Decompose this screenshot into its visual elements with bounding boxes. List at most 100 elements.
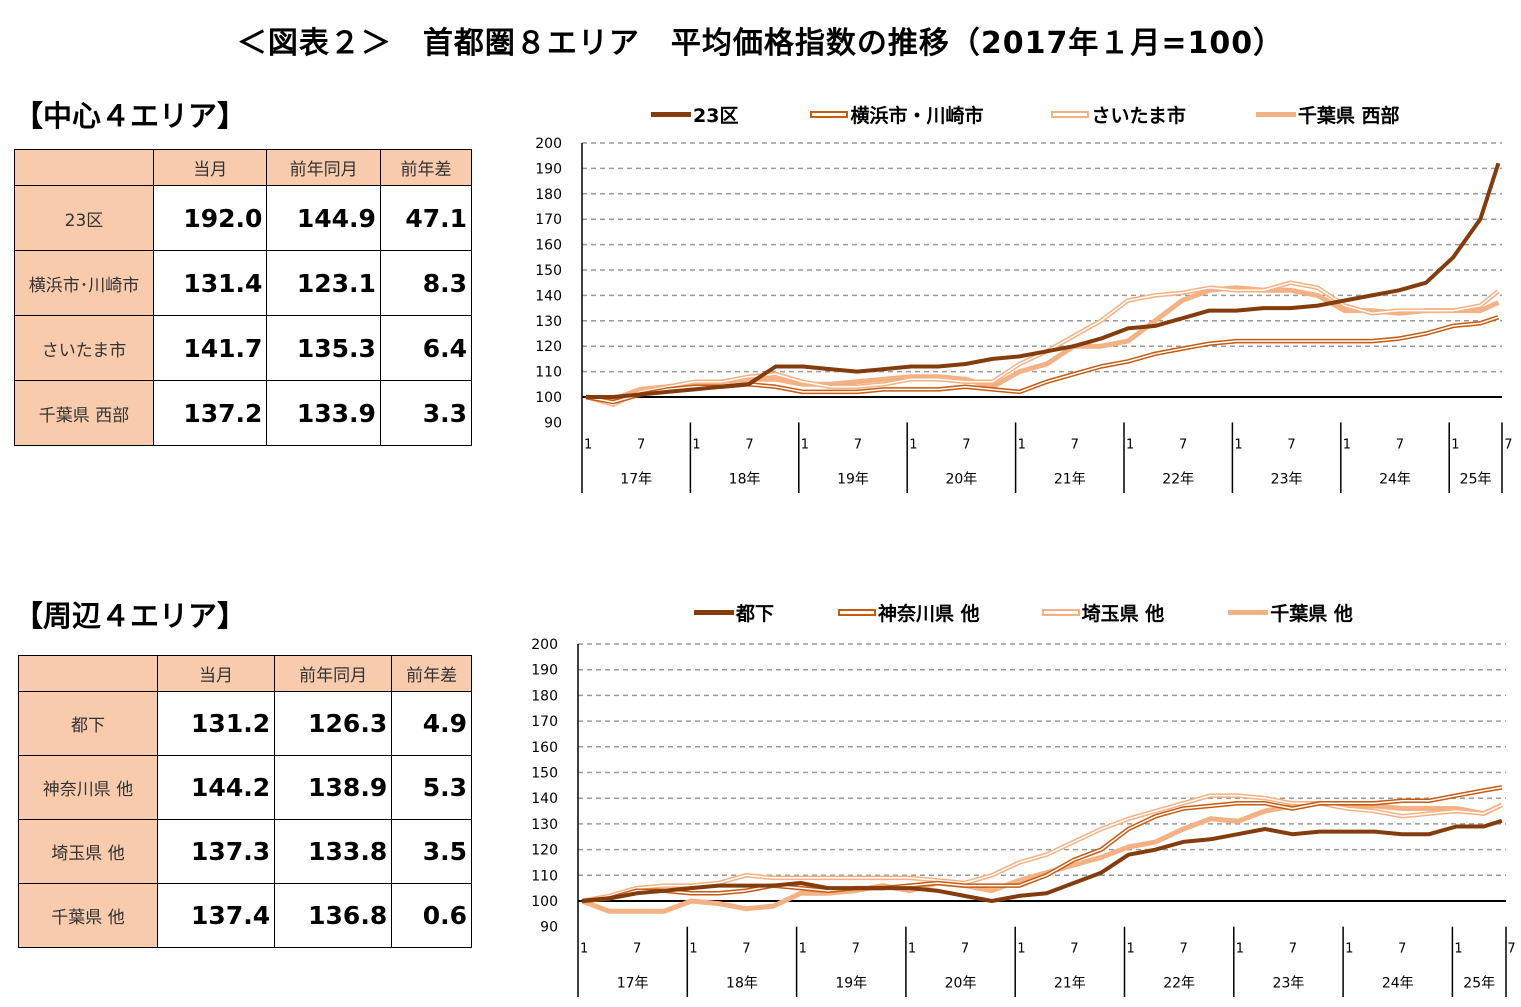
month-tick-label: 1 [799, 942, 807, 957]
year-label: 23年 [1271, 471, 1303, 487]
section-heading-central: 【中心４エリア】 [14, 99, 247, 133]
diff-value: 5.3 [391, 755, 472, 820]
legend-swatch [1051, 111, 1090, 118]
month-tick-label: 7 [1396, 437, 1404, 452]
year-label: 25年 [1463, 976, 1495, 992]
y-tick-label: 150 [531, 766, 558, 782]
year-label: 22年 [1162, 471, 1194, 487]
table-header-row: 当月 前年同月 前年差 [18, 655, 472, 692]
y-tick-label: 120 [535, 339, 562, 355]
prev-year-value: 133.9 [266, 380, 381, 446]
month-tick-label: 1 [1127, 942, 1135, 957]
area-label: 23区 [14, 185, 154, 251]
y-tick-label: 90 [544, 415, 562, 431]
diff-value: 6.4 [379, 315, 473, 381]
series-line-3-inner [585, 281, 1499, 406]
table-row: 都下 131.2 126.3 4.9 [18, 691, 472, 756]
header-cell: 前年差 [379, 149, 473, 186]
current-value: 131.2 [156, 691, 276, 756]
legend-item: 23区 [651, 101, 738, 128]
chart-legend-surrounding: 都下 神奈川県 他 埼玉県 他 千葉県 他 [694, 599, 1353, 626]
month-tick-label: 1 [1454, 942, 1462, 957]
legend-label: 神奈川県 他 [878, 603, 980, 625]
y-tick-label: 110 [531, 868, 558, 884]
series-line-4 [585, 285, 1500, 402]
month-tick-label: 1 [909, 437, 917, 452]
area-label: さいたま市 [14, 315, 154, 381]
y-tick-label: 130 [531, 817, 558, 833]
legend-label: 千葉県 他 [1270, 603, 1353, 625]
y-tick-label: 140 [531, 791, 558, 807]
header-cell: 前年同月 [274, 655, 393, 692]
month-tick-label: 1 [580, 942, 588, 957]
month-tick-label: 1 [1234, 437, 1242, 452]
series-line-2-inner [585, 316, 1499, 403]
month-tick-label: 7 [633, 942, 641, 957]
header-cell: 当月 [156, 655, 276, 692]
y-tick-label: 90 [540, 920, 558, 936]
legend-swatch [810, 111, 849, 118]
legend-swatch [1041, 609, 1080, 616]
central-areas-table: 当月 前年同月 前年差 23区 192.0 144.9 47.1 横浜市･川崎市 131.… [14, 149, 473, 446]
month-tick-label: 1 [1018, 437, 1026, 452]
month-tick-label: 7 [637, 437, 645, 452]
section-heading-surrounding: 【周辺４エリア】 [14, 599, 247, 633]
legend-label: さいたま市 [1091, 105, 1186, 127]
legend-item: 神奈川県 他 [838, 599, 980, 626]
surrounding-areas-table: 当月 前年同月 前年差 都下 131.2 126.3 4.9 神奈川県 他 144.2 13… [18, 655, 472, 948]
year-label: 17年 [620, 471, 652, 487]
month-tick-label: 7 [1180, 942, 1188, 957]
year-label: 23年 [1273, 976, 1305, 992]
year-label: 20年 [945, 471, 977, 487]
chart-legend-central: 23区 横浜市・川崎市 さいたま市 千葉県 西部 [651, 101, 1400, 128]
area-label: 都下 [18, 691, 158, 756]
prev-year-value: 136.8 [274, 883, 393, 948]
series-line-3-inner [581, 794, 1503, 902]
legend-item: 都下 [694, 599, 774, 626]
month-tick-label: 7 [962, 437, 970, 452]
month-tick-label: 1 [801, 437, 809, 452]
month-tick-label: 7 [1289, 942, 1297, 957]
month-tick-label: 1 [1017, 942, 1025, 957]
prev-year-value: 138.9 [274, 755, 393, 820]
y-tick-label: 190 [535, 161, 562, 177]
area-label: 千葉県 西部 [14, 380, 154, 446]
current-value: 192.0 [152, 185, 268, 251]
month-tick-label: 7 [961, 942, 969, 957]
current-value: 137.2 [152, 380, 268, 446]
prev-year-value: 144.9 [266, 185, 381, 251]
prev-year-value: 123.1 [266, 250, 381, 316]
year-label: 18年 [729, 471, 761, 487]
area-label: 神奈川県 他 [18, 755, 158, 820]
current-value: 141.7 [152, 315, 268, 381]
year-label: 19年 [837, 471, 869, 487]
current-value: 144.2 [156, 755, 276, 820]
header-cell [14, 149, 154, 186]
month-tick-label: 1 [1343, 437, 1351, 452]
month-tick-label: 7 [1507, 942, 1515, 957]
month-tick-label: 7 [1287, 437, 1295, 452]
y-tick-label: 200 [531, 637, 558, 653]
header-cell: 前年差 [391, 655, 472, 692]
month-tick-label: 7 [854, 437, 862, 452]
series-line-1 [581, 818, 1503, 903]
table-header-row: 当月 前年同月 前年差 [14, 149, 473, 186]
diff-value: 4.9 [391, 691, 472, 756]
legend-item: 埼玉県 他 [1041, 599, 1164, 626]
legend-swatch [1255, 112, 1296, 117]
month-tick-label: 1 [1126, 437, 1134, 452]
area-label: 横浜市･川崎市 [14, 250, 154, 316]
series-line-2 [581, 785, 1503, 904]
y-tick-label: 160 [531, 740, 558, 756]
y-tick-label: 180 [535, 187, 562, 203]
current-value: 137.4 [156, 883, 276, 948]
month-tick-label: 1 [1236, 942, 1244, 957]
y-tick-label: 170 [531, 714, 558, 730]
y-tick-label: 190 [531, 663, 558, 679]
y-tick-label: 120 [531, 843, 558, 859]
series-line-1 [586, 162, 1501, 399]
year-label: 21年 [1054, 976, 1086, 992]
y-tick-label: 180 [531, 688, 558, 704]
month-tick-label: 7 [1070, 942, 1078, 957]
